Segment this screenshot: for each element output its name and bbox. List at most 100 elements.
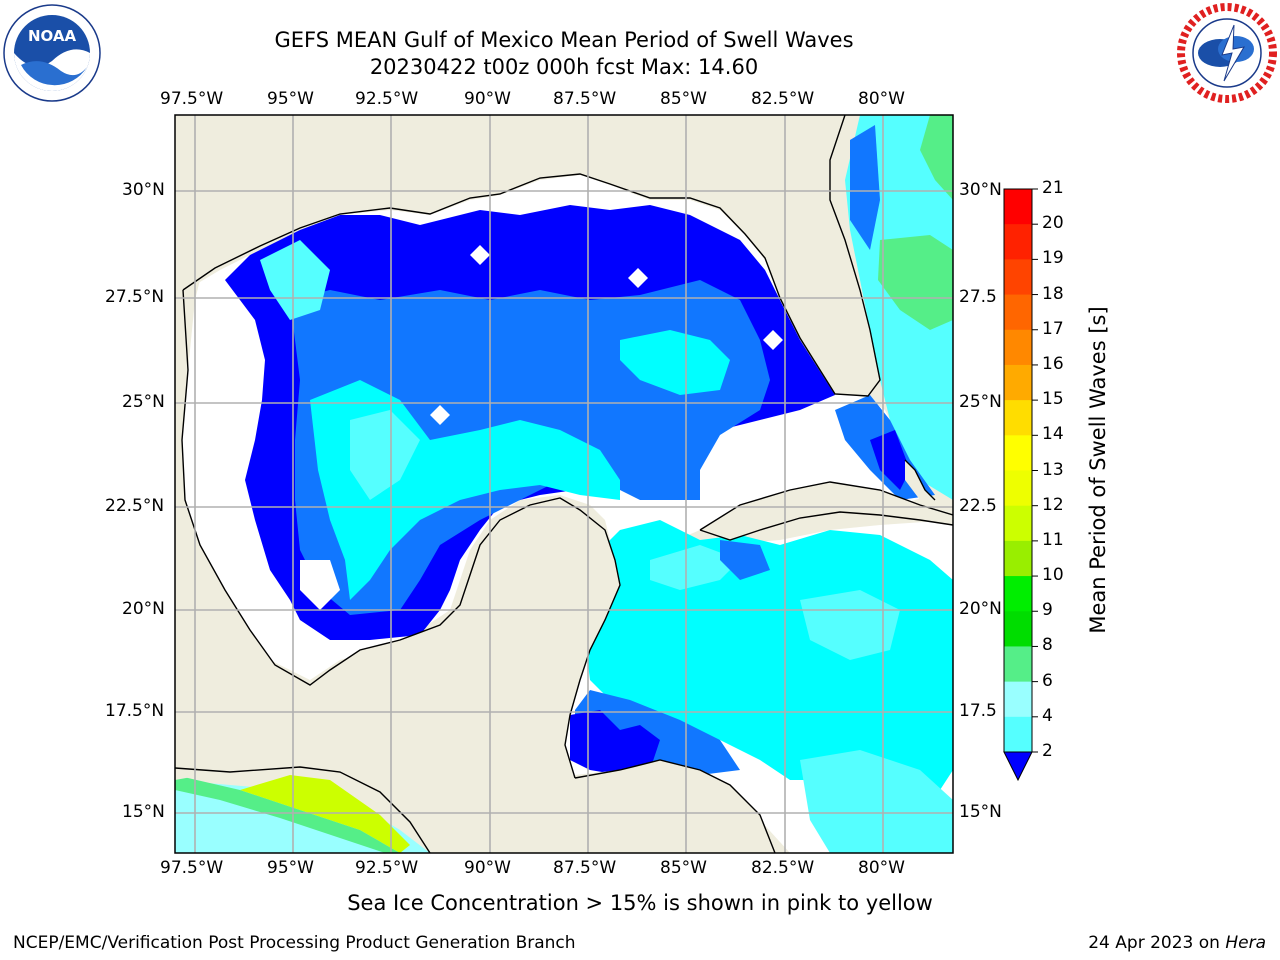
colorbar-label: Mean Period of Swell Waves [s] — [1086, 306, 1110, 634]
lon-tick-top: 95°W — [267, 89, 314, 109]
colorbar-segment — [1004, 364, 1032, 401]
carib-cyan-8b — [800, 590, 900, 660]
pacific-yellow-band — [240, 775, 410, 853]
colorbar-segment — [1004, 505, 1032, 542]
colorbar-segment — [1004, 400, 1032, 436]
noaa-logo: NOAA — [3, 4, 101, 102]
colorbar-segment — [1004, 716, 1032, 753]
colorbar-tick-label: 6 — [1042, 670, 1053, 691]
gulf-cyan-8 — [260, 240, 330, 320]
us-land — [175, 115, 880, 395]
lat-tick-right: 20°N — [959, 599, 1002, 619]
nws-logo — [1177, 3, 1277, 103]
colorbar-tick-label: 21 — [1042, 178, 1064, 198]
lat-tick-left: 27.5°N — [105, 287, 165, 307]
colorbar-tick-label: 10 — [1042, 565, 1064, 586]
lon-tick-top: 87.5°W — [553, 89, 617, 109]
colorbar — [1003, 188, 1038, 782]
colorbar-segment — [1004, 681, 1032, 718]
colorbar-tick-label: 17 — [1042, 318, 1064, 339]
mexico-land — [175, 115, 953, 853]
atlantic-green — [878, 235, 953, 330]
gridlines — [175, 115, 953, 853]
white-hole-5 — [300, 560, 340, 610]
lon-tick-bottom: 85°W — [660, 858, 707, 878]
lat-tick-left: 30°N — [122, 180, 165, 200]
colorbar-segment — [1004, 329, 1032, 366]
gulf-cyan-8b — [350, 410, 420, 500]
coastlines — [175, 115, 953, 853]
lon-tick-bottom: 80°W — [858, 858, 905, 878]
lon-tick-top: 97.5°W — [160, 89, 224, 109]
carib-cyan-6 — [585, 520, 953, 800]
lon-tick-bottom: 97.5°W — [160, 858, 224, 878]
lat-tick-left: 15°N — [122, 802, 165, 822]
noaa-logo-text: NOAA — [28, 27, 77, 45]
lon-tick-bottom: 82.5°W — [751, 858, 815, 878]
colorbar-under-arrow — [1003, 751, 1033, 782]
lat-tick-right: 15°N — [959, 802, 1002, 822]
lat-tick-right: 27.5 — [959, 287, 997, 307]
lat-tick-left: 25°N — [122, 392, 165, 412]
lon-tick-top: 92.5°W — [355, 89, 419, 109]
colorbar-tick-label: 16 — [1042, 353, 1064, 374]
lon-tick-bottom: 87.5°W — [553, 858, 617, 878]
colorbar-segment — [1004, 576, 1032, 612]
pacific-green-band — [175, 775, 400, 853]
host-name: Hera — [1225, 933, 1266, 953]
cuba-land — [700, 482, 953, 540]
colorbar-segment — [1004, 189, 1032, 225]
lon-tick-top: 82.5°W — [751, 89, 815, 109]
colorbar-tick-label: 11 — [1042, 529, 1064, 550]
white-hole-3 — [628, 268, 648, 288]
colorbar-segment — [1004, 470, 1032, 507]
lat-tick-right: 25°N — [959, 392, 1002, 412]
florida-deep-blue — [870, 430, 910, 490]
colorbar-segment — [1004, 611, 1032, 647]
map-subtitle: 20230422 t00z 000h fcst Max: 14.60 — [369, 55, 759, 79]
lat-tick-left: 20°N — [122, 599, 165, 619]
map-frame — [174, 114, 954, 854]
producer-credit: NCEP/EMC/Verification Post Processing Pr… — [13, 933, 576, 953]
colorbar-tick-label: 18 — [1042, 283, 1064, 304]
carib-blue-2 — [570, 710, 660, 775]
colorbar-tick-label: 8 — [1042, 635, 1053, 656]
run-date: 24 Apr 2023 on Hera — [1088, 933, 1266, 953]
colorbar-segment — [1004, 224, 1032, 260]
lon-tick-bottom: 90°W — [464, 858, 511, 878]
white-hole-1 — [430, 405, 450, 425]
colorbar-segment — [1004, 259, 1032, 296]
carib-blue-4-east — [720, 540, 770, 580]
colorbar-segment — [1004, 294, 1032, 331]
lat-tick-left: 22.5°N — [105, 496, 165, 516]
white-hole-4 — [763, 330, 783, 350]
carib-cyan-8c — [800, 750, 953, 853]
lat-tick-left: 17.5°N — [105, 701, 165, 721]
run-date-text: 24 Apr 2023 on — [1088, 933, 1226, 953]
colorbar-tick-label: 13 — [1042, 459, 1064, 480]
colorbar-tick-label: 9 — [1042, 600, 1053, 621]
colorbar-tick-label: 12 — [1042, 494, 1064, 515]
atlantic-deep — [850, 125, 880, 250]
colorbar-tick-label: 19 — [1042, 248, 1064, 269]
lon-tick-bottom: 92.5°W — [355, 858, 419, 878]
sea-ice-note: Sea Ice Concentration > 15% is shown in … — [347, 891, 933, 915]
colorbar-tick-label: 15 — [1042, 389, 1064, 410]
carib-cyan-8 — [650, 545, 740, 590]
gulf-cyan-6b — [620, 330, 730, 395]
lon-tick-top: 85°W — [660, 89, 707, 109]
central-america-land — [380, 760, 775, 853]
colorbar-tick-label: 20 — [1042, 213, 1064, 234]
lat-tick-right: 17.5 — [959, 701, 997, 721]
colorbar-tick-label: 4 — [1042, 705, 1053, 726]
atlantic-green-north — [920, 115, 953, 200]
colorbar-tick-label: 2 — [1042, 741, 1053, 761]
lon-tick-top: 80°W — [858, 89, 905, 109]
colorbar-segment — [1004, 435, 1032, 471]
colorbar-segment — [1004, 540, 1032, 577]
map-title: GEFS MEAN Gulf of Mexico Mean Period of … — [274, 28, 854, 52]
white-hole-2 — [470, 245, 490, 265]
colorbar-segment — [1004, 646, 1032, 683]
lon-tick-top: 90°W — [464, 89, 511, 109]
